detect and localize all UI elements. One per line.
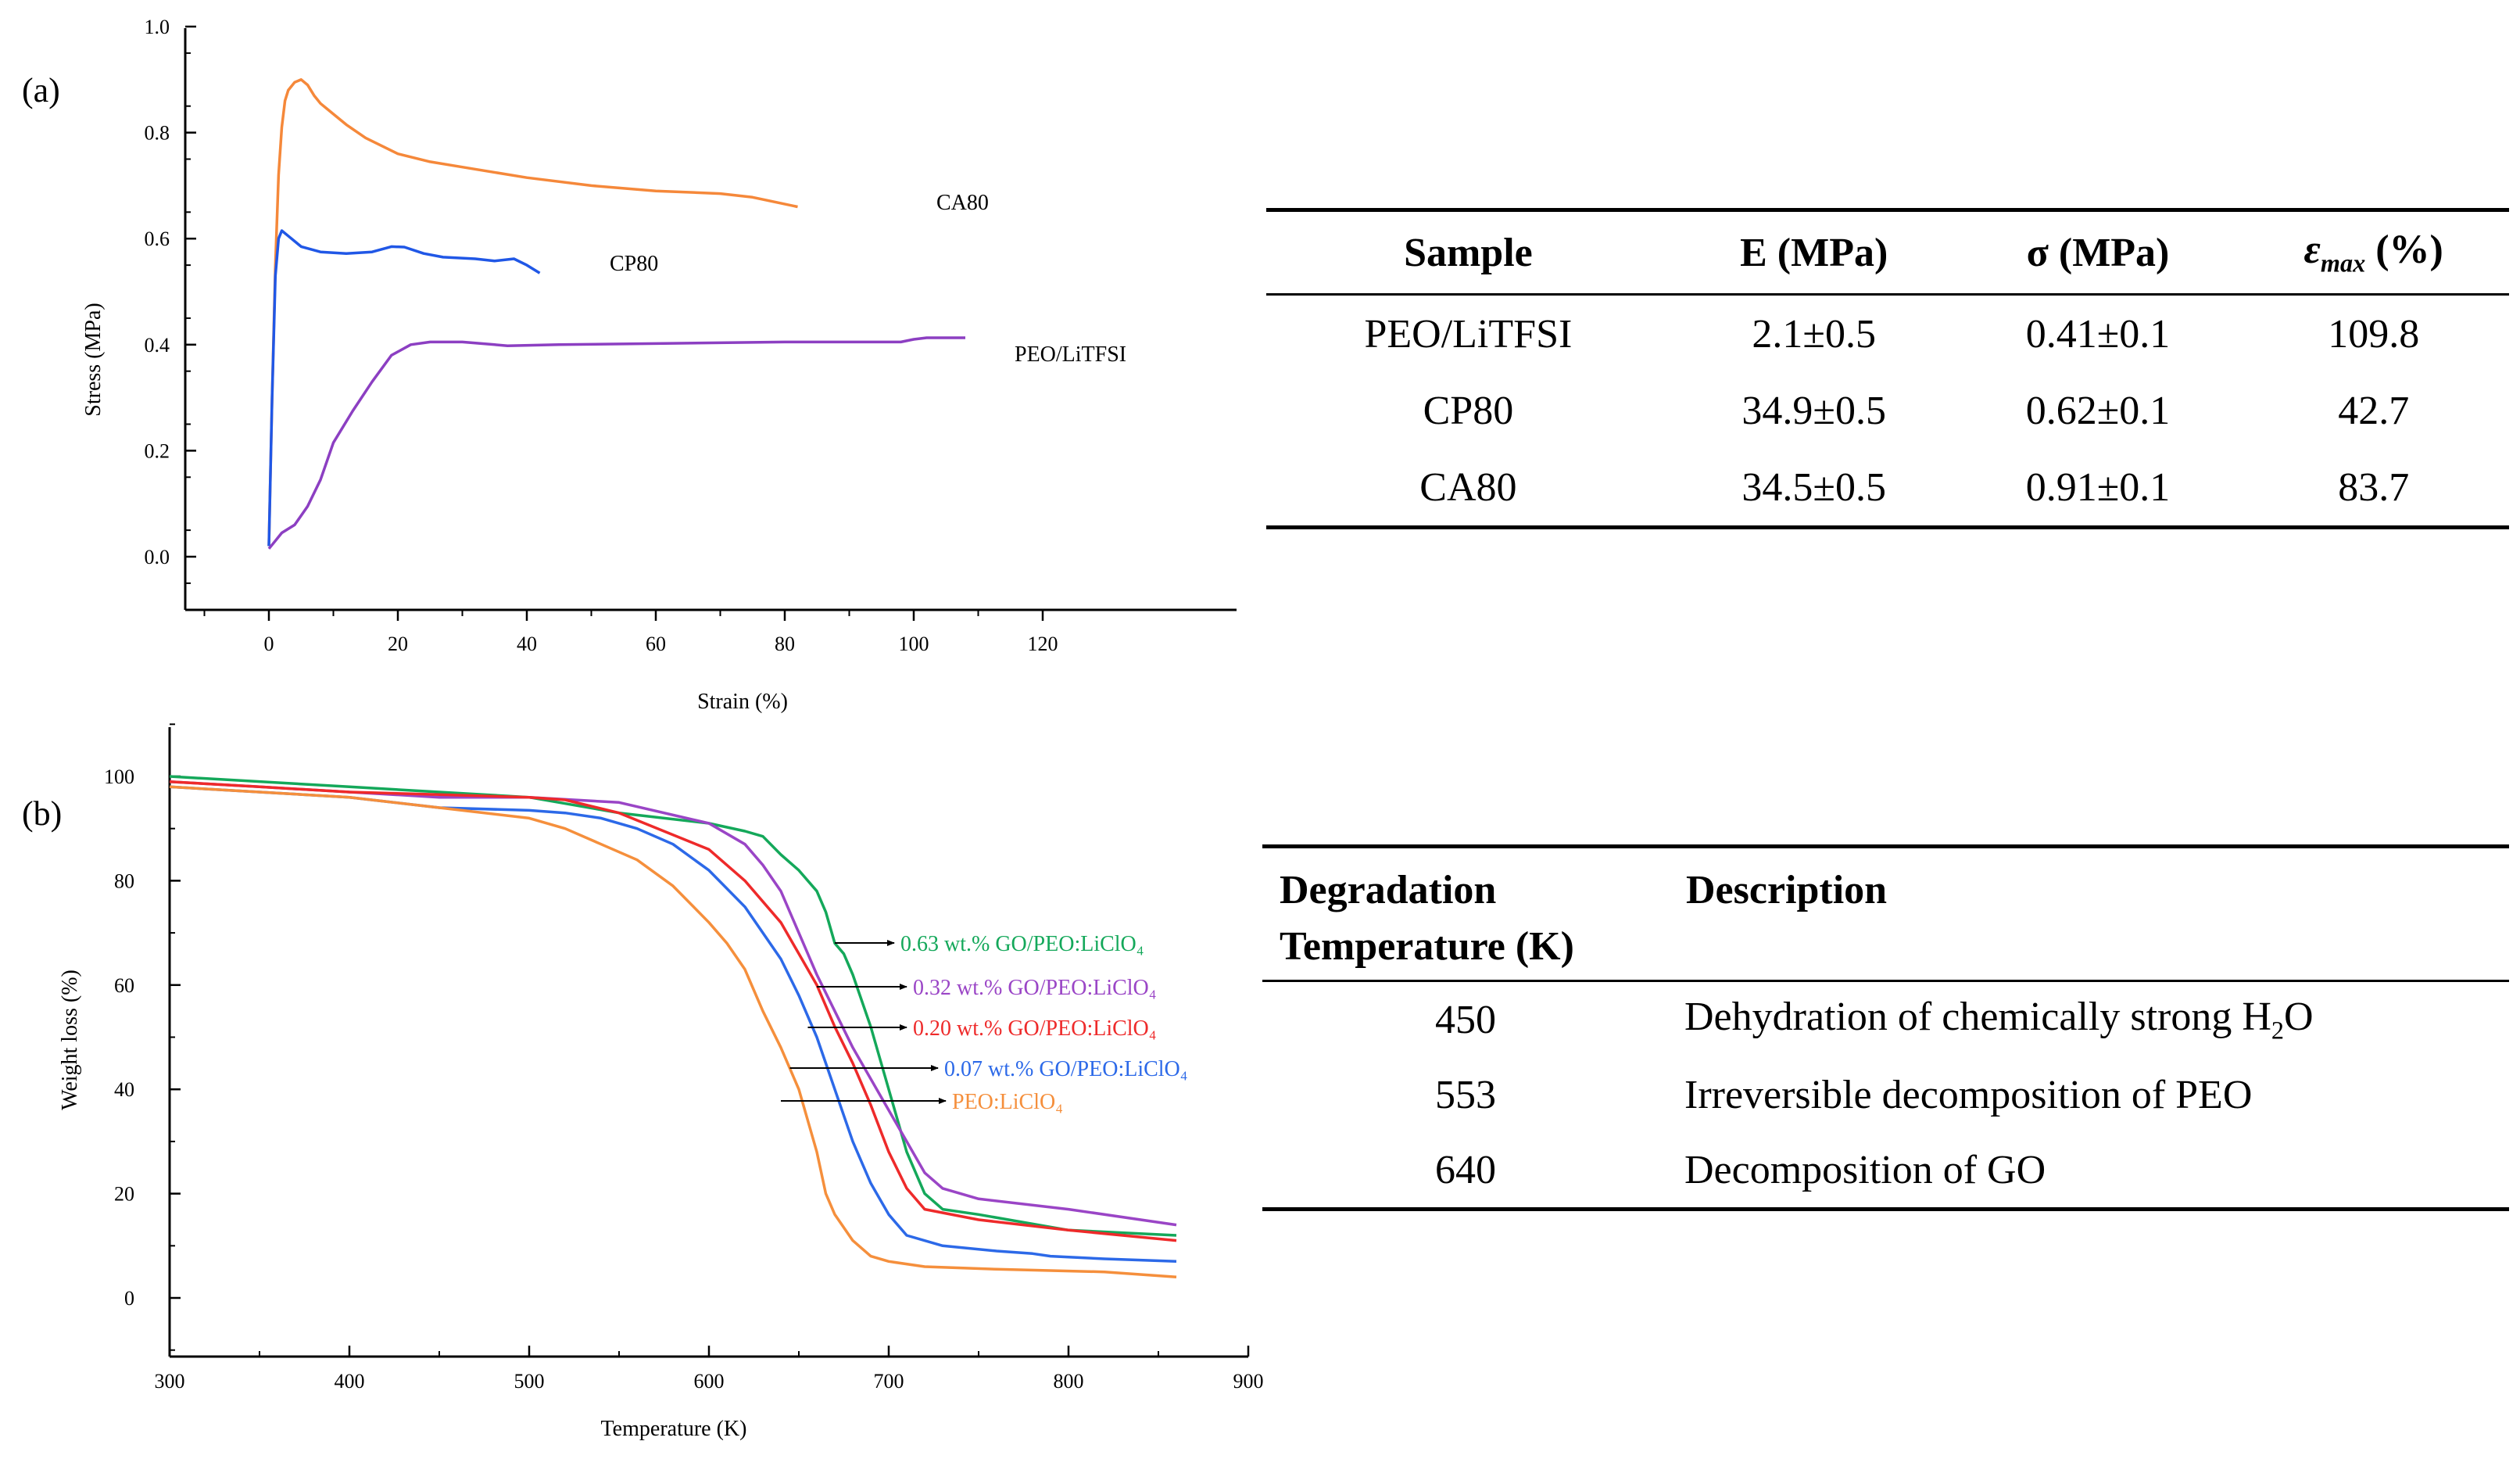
desc-text: Dehydration of chemically strong H — [1684, 995, 2271, 1040]
chart-b-x-tick-label: 500 — [514, 1370, 545, 1393]
desc-tail: O — [2284, 995, 2314, 1040]
mechanical-properties-table: Sample E (MPa) σ (MPa) εmax (%) PEO/LiTF… — [1266, 208, 2509, 529]
chart-b-y-tick-label: 40 — [114, 1078, 134, 1101]
chart-a-x-axis-label: Strain (%) — [697, 690, 788, 714]
chart-b-y-tick-label: 0 — [124, 1287, 134, 1310]
series-line-cp80 — [267, 229, 541, 547]
chart-b-x-axis-label: Temperature (K) — [601, 1417, 747, 1441]
panel-b-label: (b) — [22, 794, 62, 833]
unit-label: (%) — [2365, 228, 2443, 273]
table-row: 553 Irreversible decomposition of PEO — [1262, 1057, 2509, 1132]
panel-a-label: (a) — [22, 71, 60, 109]
series-label: CA80 — [936, 191, 989, 215]
table-cell: 640 — [1435, 1147, 1496, 1192]
table-row: PEO/LiTFSI 2.1±0.5 0.41±0.1 109.8 — [1266, 295, 2509, 373]
table-cell: Irreversible decomposition of PEO — [1684, 1072, 2253, 1117]
chart-a-y-tick-label: 0.8 — [145, 122, 170, 145]
table-cell: 42.7 — [2338, 388, 2410, 433]
chart-a-x-tick-label: 40 — [517, 633, 537, 655]
chart-a-y-tick-label: 1.0 — [145, 16, 170, 38]
table-cell: 0.62±0.1 — [2025, 388, 2171, 433]
column-header: εmax (%) — [2238, 210, 2509, 296]
chart-b-tga: Weight loss (%) Temperature (K) 0 20 40 60 8… — [58, 723, 1264, 1441]
chart-a-y-tick-label: 0.2 — [145, 439, 170, 462]
table-cell: 450 — [1435, 997, 1496, 1042]
chart-b-y-tick-label: 60 — [114, 974, 134, 997]
chart-a-x-tick-label: 20 — [388, 633, 408, 655]
chart-b-y-axis-label: Weight loss (%) — [58, 970, 82, 1110]
chart-b-x-tick-label: 300 — [155, 1370, 185, 1393]
chart-a-x-tick-label: 60 — [646, 633, 666, 655]
chart-a-x-tick-label: 80 — [775, 633, 795, 655]
series-line-ca80 — [267, 78, 798, 547]
table-cell: 34.9±0.5 — [1741, 388, 1886, 433]
chart-b-x-tick-label: 400 — [335, 1370, 365, 1393]
degradation-table: Degradation Temperature (K) Description 4… — [1262, 844, 2509, 1211]
series-line — [169, 775, 1177, 1237]
table-cell: CP80 — [1423, 388, 1514, 433]
series-line-peo-litfsi — [267, 336, 965, 550]
table-cell: 0.41±0.1 — [2025, 311, 2171, 357]
chart-a-y-tick-label: 0.6 — [145, 228, 170, 250]
table-cell: 34.5±0.5 — [1741, 464, 1886, 510]
chart-a-y-tick-label: 0.4 — [145, 334, 170, 357]
chart-b-y-tick-label: 80 — [114, 869, 134, 892]
column-header-temperature: Degradation Temperature (K) — [1262, 846, 1669, 982]
series-label: PEO:LiClO₄ — [952, 1090, 1063, 1114]
series-label: CP80 — [610, 252, 658, 276]
header-line: Temperature (K) — [1280, 924, 1574, 969]
chart-a-y-axis-label: Stress (MPa) — [81, 303, 106, 416]
epsilon-symbol: ε — [2303, 228, 2321, 273]
table-cell: 83.7 — [2338, 464, 2410, 510]
chart-a-stress-strain: Stress (MPa) Strain (%) 0.0 0.2 0.4 0.6 0.8 1… — [81, 16, 1237, 714]
series-label: 0.63 wt.% GO/PEO:LiClO₄ — [900, 932, 1144, 956]
series-line — [169, 785, 1177, 1264]
table-header-row: Degradation Temperature (K) Description — [1262, 846, 2509, 982]
column-header: E (MPa) — [1670, 210, 1958, 296]
column-header: Sample — [1266, 210, 1670, 296]
chart-b-x-tick-label: 800 — [1054, 1370, 1084, 1393]
series-label: 0.07 wt.% GO/PEO:LiClO₄ — [944, 1057, 1188, 1081]
table-row: CP80 34.9±0.5 0.62±0.1 42.7 — [1266, 372, 2509, 449]
series-line — [169, 780, 1177, 1242]
chart-b-y-tick-label: 20 — [114, 1183, 134, 1206]
table-cell: CA80 — [1419, 464, 1517, 510]
table-cell: 553 — [1435, 1072, 1496, 1117]
column-header-description: Description — [1669, 846, 2509, 982]
chart-b-x-tick-label: 900 — [1233, 1370, 1264, 1393]
table-cell: Dehydration of chemically strong H2O — [1669, 981, 2509, 1058]
series-line — [169, 780, 1177, 1227]
chart-a-x-tick-label: 120 — [1028, 633, 1058, 655]
chart-a-x-tick-label: 0 — [264, 633, 274, 655]
table-header-row: Sample E (MPa) σ (MPa) εmax (%) — [1266, 210, 2509, 296]
table-row: 450 Dehydration of chemically strong H2O — [1262, 981, 2509, 1058]
table-row: CA80 34.5±0.5 0.91±0.1 83.7 — [1266, 449, 2509, 528]
chart-a-y-tick-label: 0.0 — [145, 546, 170, 568]
desc-subscript: 2 — [2271, 1016, 2285, 1045]
chart-b-x-tick-label: 700 — [874, 1370, 904, 1393]
table-cell: 109.8 — [2328, 311, 2420, 357]
table-cell: 2.1±0.5 — [1752, 311, 1876, 357]
chart-a-x-tick-label: 100 — [899, 633, 929, 655]
table-cell: Decomposition of GO — [1684, 1147, 2046, 1192]
table-cell: 0.91±0.1 — [2025, 464, 2171, 510]
chart-b-y-tick-label: 100 — [104, 765, 134, 788]
table-row: 640 Decomposition of GO — [1262, 1132, 2509, 1210]
column-header: σ (MPa) — [1957, 210, 2239, 296]
header-line: Degradation — [1280, 868, 1497, 912]
chart-b-x-tick-label: 600 — [694, 1370, 725, 1393]
series-label: PEO/LiTFSI — [1015, 342, 1126, 367]
table-cell: PEO/LiTFSI — [1364, 311, 1573, 357]
series-line — [169, 785, 1177, 1279]
series-label: 0.20 wt.% GO/PEO:LiClO₄ — [913, 1016, 1157, 1041]
series-label: 0.32 wt.% GO/PEO:LiClO₄ — [913, 976, 1157, 1000]
max-subscript: max — [2320, 249, 2366, 278]
